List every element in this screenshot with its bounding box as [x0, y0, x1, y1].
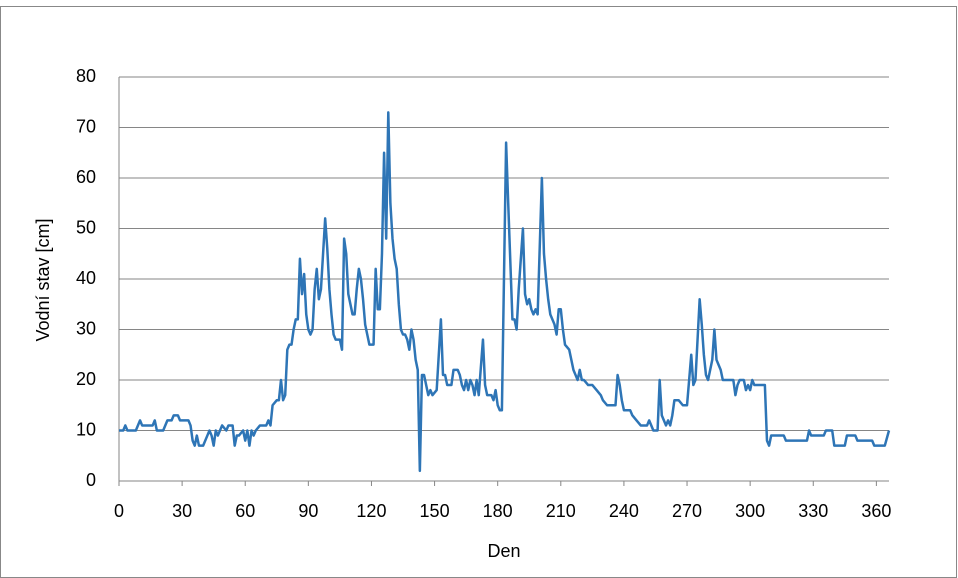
- x-tick-label: 240: [609, 501, 639, 521]
- x-tick-label: 30: [172, 501, 192, 521]
- x-axis-label: Den: [487, 541, 520, 561]
- x-tick-label: 60: [235, 501, 255, 521]
- y-tick-label: 60: [76, 167, 96, 187]
- y-tick-label: 30: [76, 318, 96, 338]
- x-tick-label: 180: [483, 501, 513, 521]
- x-tick-label: 360: [861, 501, 891, 521]
- y-tick-label: 10: [76, 419, 96, 439]
- x-tick-label: 270: [672, 501, 702, 521]
- y-tick-label: 80: [76, 66, 96, 86]
- y-axis-label: Vodní stav [cm]: [33, 218, 53, 341]
- x-tick-label: 0: [114, 501, 124, 521]
- y-tick-label: 70: [76, 116, 96, 136]
- y-tick-label: 0: [86, 470, 96, 490]
- x-tick-label: 300: [735, 501, 765, 521]
- y-tick-label: 20: [76, 369, 96, 389]
- x-tick-label: 210: [546, 501, 576, 521]
- x-tick-label: 90: [298, 501, 318, 521]
- y-tick-label: 40: [76, 268, 96, 288]
- data-line: [119, 111, 891, 473]
- chart-frame: [0, 6, 957, 578]
- x-tick-label: 330: [798, 501, 828, 521]
- x-tick-label: 150: [420, 501, 450, 521]
- x-tick-label: 120: [356, 501, 386, 521]
- y-tick-label: 50: [76, 217, 96, 237]
